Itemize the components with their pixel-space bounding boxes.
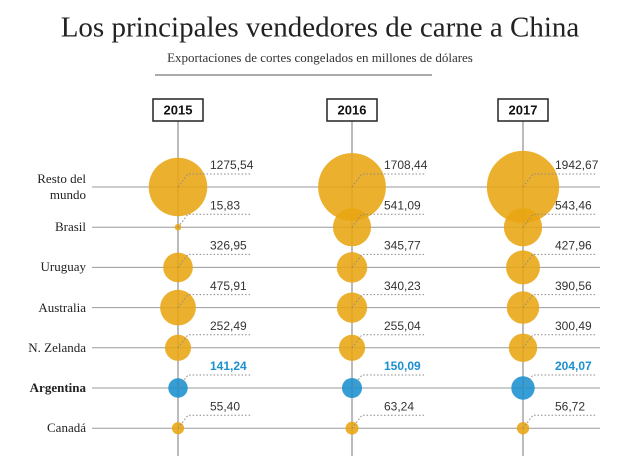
value-label: 427,96 bbox=[555, 239, 592, 253]
row-label: Resto del mundo bbox=[37, 171, 86, 202]
value-label: 326,95 bbox=[210, 239, 247, 253]
value-label: 55,40 bbox=[210, 399, 240, 413]
value-label: 1942,67 bbox=[555, 158, 599, 172]
year-box bbox=[326, 98, 378, 122]
year-label: 2017 bbox=[509, 102, 538, 117]
row-label: Australia bbox=[38, 299, 86, 315]
value-label: 141,24 bbox=[210, 359, 247, 373]
value-label: 255,04 bbox=[384, 319, 421, 333]
row-label: Uruguay bbox=[40, 259, 87, 275]
leader-line bbox=[351, 414, 426, 429]
chart-title: Los principales vendedores de carne a Ch… bbox=[61, 12, 580, 44]
value-label: 252,49 bbox=[210, 319, 247, 333]
leader-line bbox=[177, 414, 252, 429]
row-label: Argentina bbox=[29, 380, 86, 395]
value-label: 541,09 bbox=[384, 198, 421, 212]
value-label: 475,91 bbox=[210, 279, 247, 293]
bubble bbox=[160, 289, 196, 326]
bubble bbox=[336, 292, 368, 323]
value-label: 390,56 bbox=[555, 279, 592, 293]
year-box bbox=[152, 98, 204, 122]
value-label: 204,07 bbox=[555, 359, 592, 373]
row-label: Canadá bbox=[47, 420, 86, 436]
value-label: 345,77 bbox=[384, 239, 421, 253]
leader-line bbox=[177, 213, 252, 228]
value-label: 56,72 bbox=[555, 399, 585, 413]
leader-line bbox=[177, 374, 252, 389]
value-label: 150,09 bbox=[384, 359, 421, 373]
year-label: 2015 bbox=[164, 102, 193, 117]
leader-line bbox=[522, 414, 597, 429]
chart-subtitle: Exportaciones de cortes congelados en mi… bbox=[167, 50, 473, 65]
leader-line bbox=[351, 374, 426, 389]
value-label: 1275,54 bbox=[210, 158, 254, 172]
value-label: 340,23 bbox=[384, 279, 421, 293]
value-label: 63,24 bbox=[384, 399, 414, 413]
year-label: 2016 bbox=[338, 102, 367, 117]
year-box bbox=[497, 98, 549, 122]
value-label: 15,83 bbox=[210, 198, 240, 212]
value-label: 300,49 bbox=[555, 319, 592, 333]
row-label: Brasil bbox=[54, 219, 86, 235]
row-label: N. Zelanda bbox=[28, 339, 86, 355]
value-label: 543,46 bbox=[555, 198, 592, 212]
value-label: 1708,44 bbox=[384, 158, 428, 172]
